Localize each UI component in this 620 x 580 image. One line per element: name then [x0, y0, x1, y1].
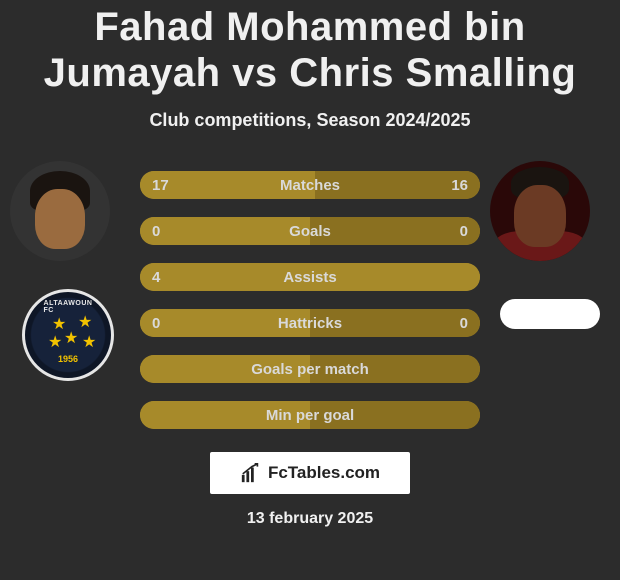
- player-left-club-badge: ALTAAWOUN FC ★ ★ ★ ★ ★ 1956: [22, 289, 114, 381]
- stat-row: Assists4: [140, 263, 480, 291]
- subtitle: Club competitions, Season 2024/2025: [0, 110, 620, 131]
- stat-bars: Matches1716 Goals00 Assists4 Hattricks00 Goa…: [140, 171, 480, 447]
- club-left-name: ALTAAWOUN FC: [44, 300, 93, 314]
- stat-row: Min per goal: [140, 401, 480, 429]
- page-title: Fahad Mohammed bin Jumayah vs Chris Smal…: [0, 0, 620, 96]
- player-left-avatar: [10, 161, 110, 261]
- stat-row: Goals00: [140, 217, 480, 245]
- comparison-card: Fahad Mohammed bin Jumayah vs Chris Smal…: [0, 0, 620, 580]
- stat-row: Hattricks00: [140, 309, 480, 337]
- player-right-club-badge: [500, 299, 600, 329]
- player-right-avatar: [490, 161, 590, 261]
- fctables-logo-icon: [240, 462, 262, 484]
- club-left-year: 1956: [58, 354, 78, 364]
- attribution-text: FcTables.com: [268, 463, 380, 483]
- attribution-badge: FcTables.com: [210, 452, 410, 494]
- stat-row: Matches1716: [140, 171, 480, 199]
- date-text: 13 february 2025: [247, 510, 373, 528]
- stat-row: Goals per match: [140, 355, 480, 383]
